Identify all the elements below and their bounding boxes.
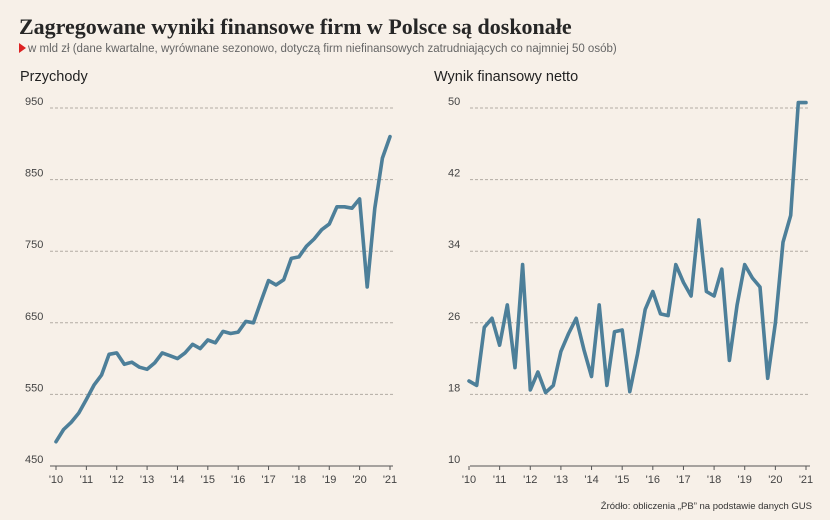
net-result-x-tick-label: '12: [523, 474, 537, 486]
panel-title-revenue: Przychody: [20, 69, 88, 85]
net-result-x-tick-label: '10: [462, 474, 476, 486]
revenue-y-tick-label: 550: [25, 382, 43, 394]
net-result-y-tick-label: 26: [448, 311, 460, 323]
subtitle-text: w mld zł (dane kwartalne, wyrównane sezo…: [28, 43, 617, 55]
source-note: Źródło: obliczenia „PB” na podstawie dan…: [600, 501, 812, 512]
revenue-x-tick-label: '20: [352, 474, 366, 486]
revenue-x-tick-label: '14: [170, 474, 184, 486]
net-result-y-tick-label: 18: [448, 382, 460, 394]
red-triangle-icon: [19, 43, 26, 53]
revenue-y-tick-label: 450: [25, 454, 43, 466]
net-result-x-tick-label: '16: [646, 474, 660, 486]
panel-title-net-result: Wynik finansowy netto: [434, 69, 579, 85]
net-result-x-tick-label: '19: [738, 474, 752, 486]
net-result-x-tick-label: '20: [768, 474, 782, 486]
chart-subtitle: w mld zł (dane kwartalne, wyrównane sezo…: [19, 43, 617, 55]
revenue-x-tick-label: '17: [261, 474, 275, 486]
revenue-y-tick-label: 750: [25, 239, 43, 251]
revenue-y-tick-label: 650: [25, 311, 43, 323]
revenue-x-tick-label: '10: [49, 474, 63, 486]
net-result-x-tick-label: '18: [707, 474, 721, 486]
revenue-y-tick-label: 950: [25, 96, 43, 108]
net-result-y-tick-label: 42: [448, 168, 460, 180]
net-result-x-tick-label: '21: [799, 474, 813, 486]
revenue-x-tick-label: '15: [201, 474, 215, 486]
revenue-x-tick-label: '13: [140, 474, 154, 486]
net-result-y-tick-label: 34: [448, 239, 460, 251]
net-result-x-tick-label: '15: [615, 474, 629, 486]
net-result-y-tick-label: 50: [448, 96, 460, 108]
net-result-x-tick-label: '11: [493, 474, 507, 486]
net-result-y-tick-label: 10: [448, 454, 460, 466]
revenue-x-tick-label: '19: [322, 474, 336, 486]
revenue-x-tick-label: '12: [110, 474, 124, 486]
revenue-series-line: [54, 134, 392, 444]
net-result-x-tick-label: '14: [584, 474, 598, 486]
revenue-y-tick-label: 850: [25, 168, 43, 180]
revenue-x-tick-label: '11: [80, 474, 94, 486]
revenue-x-tick-label: '21: [383, 474, 397, 486]
chart-title: Zagregowane wyniki finansowe firm w Pols…: [19, 14, 572, 39]
net-result-x-tick-label: '13: [554, 474, 568, 486]
net-result-series-line: [467, 100, 808, 395]
net-result-x-tick-label: '17: [676, 474, 690, 486]
revenue-x-tick-label: '18: [292, 474, 306, 486]
revenue-x-tick-label: '16: [231, 474, 245, 486]
